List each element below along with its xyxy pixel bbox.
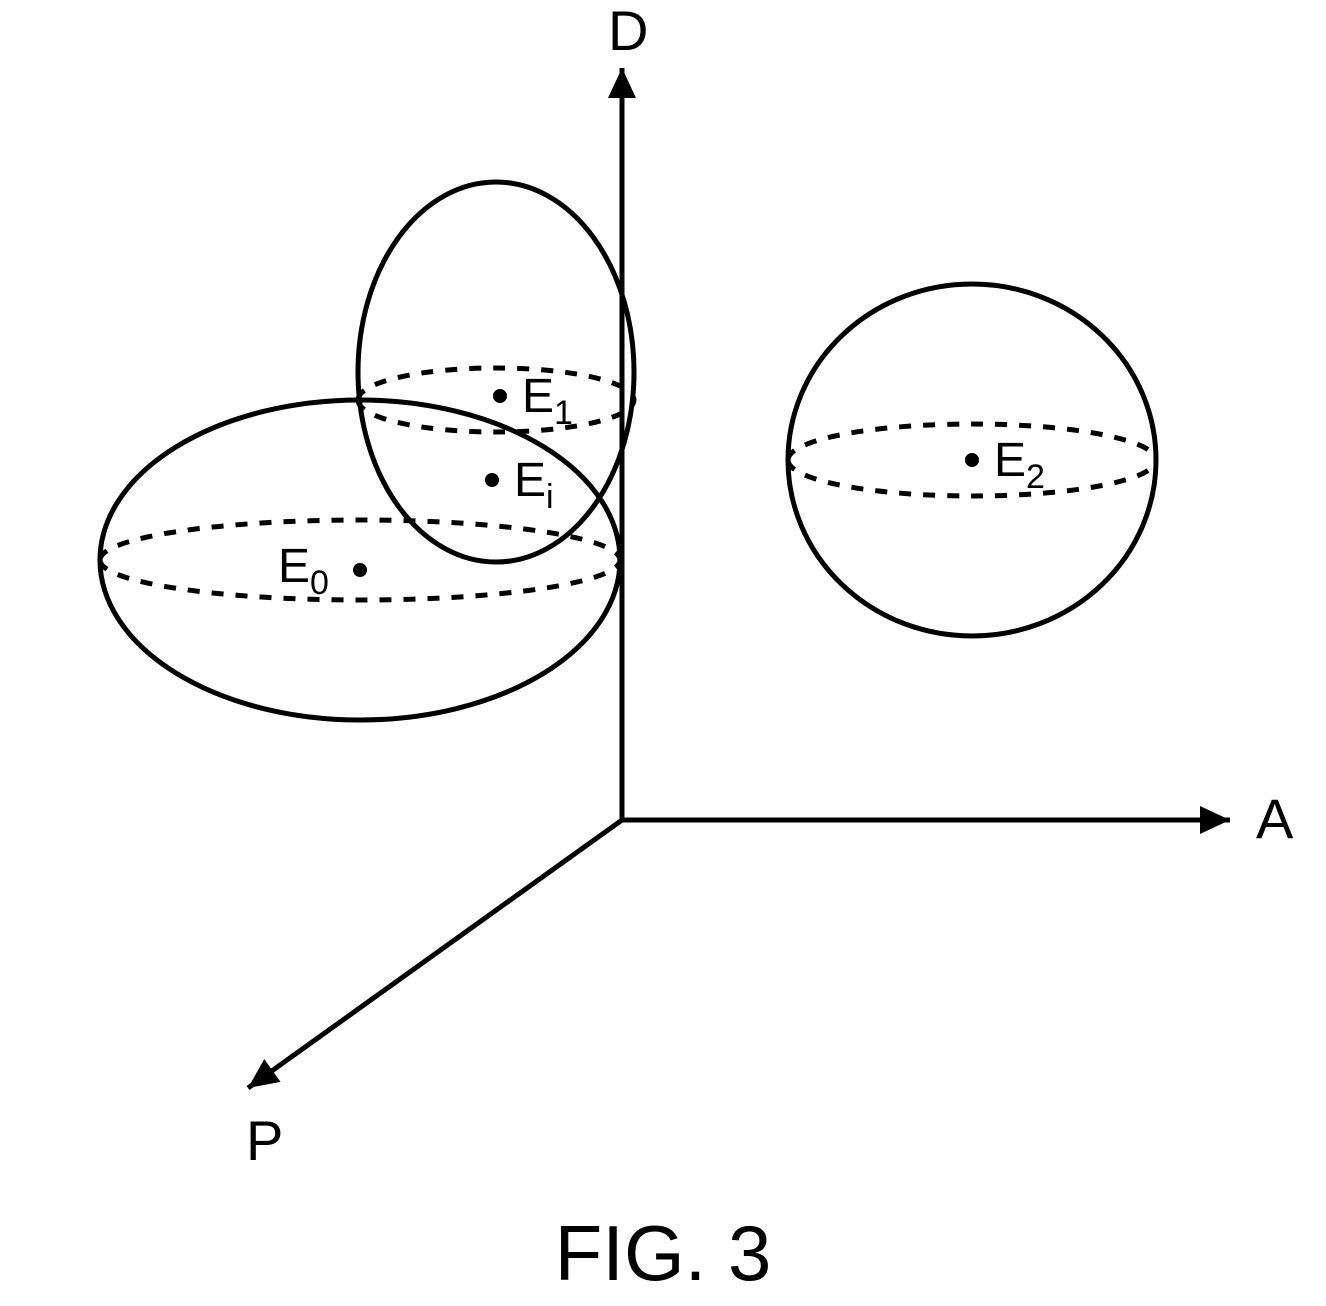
sphere-e0-equator-back (100, 520, 620, 560)
sphere-e1-equator-front (358, 400, 634, 432)
point-e1-dot (493, 389, 507, 403)
point-ei-label: Ei (514, 454, 554, 516)
axis-a-arrowhead (1200, 806, 1230, 834)
point-e1-label: E1 (522, 370, 573, 432)
point-ei-dot (485, 473, 499, 487)
axis-d-label: D (608, 0, 648, 62)
axis-a-label: A (1256, 787, 1294, 850)
axis-d-arrowhead (608, 68, 636, 98)
point-e0-label: E0 (278, 540, 329, 602)
figure-caption: FIG. 3 (555, 1209, 772, 1297)
point-e0-dot (353, 563, 367, 577)
axis-p-line (248, 820, 622, 1088)
axis-p-label: P (246, 1109, 283, 1172)
axis-p-arrowhead (248, 1059, 281, 1088)
point-e2-label: E2 (994, 434, 1045, 496)
sphere-e0-outline (100, 400, 620, 720)
point-e2-dot (965, 453, 979, 467)
sphere-e1-outline (358, 182, 634, 562)
